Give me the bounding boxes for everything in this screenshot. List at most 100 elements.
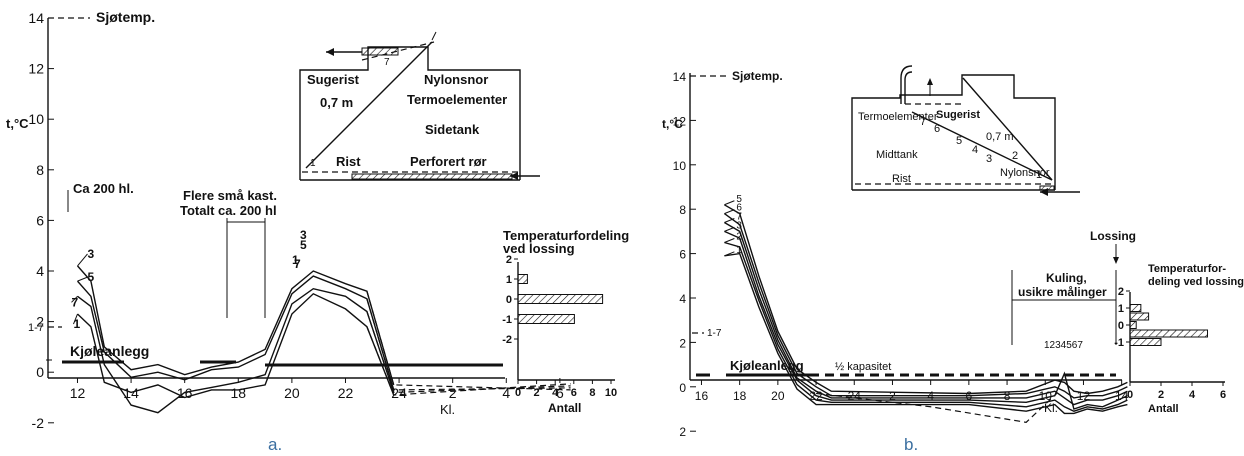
b-ytick-label: 6 bbox=[679, 248, 686, 262]
a-series-line-5 bbox=[76, 275, 395, 391]
panel-b-inset-n4: 4 bbox=[972, 144, 978, 156]
panel-b-suction-pipe-2 bbox=[900, 65, 913, 104]
a-xtick-label: 20 bbox=[284, 385, 300, 401]
panel-b-inset-sugerist: Sugerist bbox=[936, 109, 980, 121]
panel-b-ylabel: t,°C bbox=[662, 117, 683, 131]
b-hist-xtick-label: 0 bbox=[1127, 389, 1133, 401]
panel-a-perforated-pipe bbox=[351, 173, 513, 180]
a-ytick-label: 14 bbox=[28, 10, 44, 26]
panel-b-inset-termoelementer: Termoelementer bbox=[858, 111, 938, 123]
panel-b-inset-nylonsnor: Nylonsnor bbox=[1000, 167, 1050, 179]
panel-b-inset-n6: 6 bbox=[934, 123, 940, 135]
panel-b-inset-n3: 3 bbox=[986, 153, 992, 165]
panel-b-series bbox=[723, 204, 1128, 423]
panel-a-tank-outline bbox=[299, 46, 521, 180]
a-series-end-label-7: 7 bbox=[294, 257, 301, 271]
panel-b-sea-temp-label: Sjøtemp. bbox=[732, 69, 783, 83]
b-xtick-label: 18 bbox=[733, 389, 747, 403]
panel-b-inset-midttank: Midttank bbox=[876, 149, 918, 161]
b-hist-xtick-label: 4 bbox=[1189, 389, 1196, 401]
panel-b-hist-bars bbox=[1129, 304, 1208, 346]
panel-a-inset-sugerist: Sugerist bbox=[307, 72, 360, 87]
a-label-leader bbox=[77, 276, 88, 282]
panel-a-series bbox=[76, 265, 571, 414]
b-series-line-2 bbox=[724, 241, 1128, 412]
panel-a-bottom-marker-label: 1-7 bbox=[28, 322, 44, 334]
b-hist-ytick-label: 0 bbox=[1118, 320, 1124, 332]
a-series-label-3: 3 bbox=[87, 247, 94, 261]
panel-b-hist-x-ticks: 0 2 4 6 bbox=[1127, 382, 1226, 401]
b-label-leader bbox=[724, 251, 735, 257]
b-series-label-3: 3 bbox=[736, 220, 742, 231]
panel-a-inset-nylonsnor: Nylonsnor bbox=[424, 72, 488, 87]
panel-b-y-ticks: 14 12 10 8 6 4 2 0 2 bbox=[673, 70, 696, 439]
b-ytick-label: 2 bbox=[679, 336, 686, 350]
a-xtick-label: 24 bbox=[391, 385, 407, 401]
panel-b-hist-y-ticks: 2 1 0 -1 bbox=[1114, 286, 1130, 349]
panel-a-inset-0-7m: 0,7 m bbox=[320, 95, 353, 110]
panel-b-capacity-label: ½ kapasitet bbox=[835, 361, 891, 373]
b-hist-ytick-label: -1 bbox=[1114, 337, 1124, 349]
b-hist-ytick-label: 1 bbox=[1118, 303, 1124, 315]
panel-a-annotation-ca200: Ca 200 hl. bbox=[73, 181, 134, 196]
b-ytick-label: 2 bbox=[679, 425, 686, 439]
a-series-label-5: 5 bbox=[87, 270, 94, 284]
panel-b-x-ticks: 16 18 20 22 24 2 4 6 8 10 12 14 bbox=[695, 380, 1129, 403]
a-hist-xtick-label: 4 bbox=[552, 387, 559, 399]
b-ytick-label: 14 bbox=[673, 70, 687, 84]
panel-b-annotation-kuling: Kuling, bbox=[1046, 271, 1087, 285]
a-label-leader bbox=[77, 253, 88, 267]
b-hist-bar bbox=[1129, 321, 1137, 329]
panel-b-thermo-line bbox=[911, 111, 1053, 181]
panel-a-suction-line bbox=[361, 41, 435, 61]
panel-b-vent-arrow-icon bbox=[927, 78, 933, 85]
panel-a-ylabel: t,°C bbox=[6, 116, 29, 131]
panel-b-histogram: Temperaturfor- deling ved lossing Antall… bbox=[1114, 263, 1244, 415]
a-xtick-label: 22 bbox=[338, 385, 354, 401]
panel-b-nylon-line bbox=[962, 77, 1053, 181]
panel-b-annotation-numbers: 1234567 bbox=[1044, 340, 1083, 351]
panel-b-inset-rist: Rist bbox=[892, 173, 911, 185]
b-hist-ytick-label: 2 bbox=[1118, 286, 1124, 298]
a-xtick-label: 4 bbox=[502, 385, 510, 401]
panel-b-bottom-marker-label: 1-7 bbox=[707, 328, 722, 339]
b-series-label-1: 1 bbox=[736, 245, 742, 256]
panel-a-hist-xlabel: Antall bbox=[548, 401, 581, 415]
a-series-label-1: 1 bbox=[73, 317, 80, 331]
a-series-line-1 bbox=[77, 292, 395, 399]
b-ytick-label: 8 bbox=[679, 203, 686, 217]
b-ytick-label: 4 bbox=[679, 292, 686, 306]
panel-b-inset-n1: 1 bbox=[1036, 169, 1042, 181]
panel-a-inset: Sugerist Nylonsnor 0,7 m Termoelementer … bbox=[299, 31, 540, 181]
a-ytick-label: 2 bbox=[36, 314, 44, 330]
a-hist-bar bbox=[517, 274, 528, 284]
b-hist-xtick-label: 2 bbox=[1158, 389, 1164, 401]
panel-b-caption: b. bbox=[904, 435, 918, 454]
panel-b-inset-n7: 7 bbox=[920, 116, 926, 128]
panel-b-annotation-lossing: Lossing bbox=[1090, 229, 1136, 243]
a-ytick-label: 8 bbox=[36, 162, 44, 178]
b-xtick-label: 8 bbox=[1004, 389, 1011, 403]
b-ytick-label: 10 bbox=[673, 159, 687, 173]
a-hist-bar bbox=[517, 314, 575, 324]
b-series-label-5: 5 bbox=[736, 194, 742, 205]
panel-a-inset-termoelementer: Termoelementer bbox=[407, 92, 507, 107]
a-hist-bar bbox=[517, 294, 604, 304]
panel-b-inset-n5: 5 bbox=[956, 135, 962, 147]
a-series-tail bbox=[366, 298, 571, 391]
a-hist-xtick-label: 2 bbox=[534, 387, 540, 399]
a-xtick-label: 6 bbox=[556, 385, 564, 401]
b-hist-xtick-label: 6 bbox=[1220, 389, 1226, 401]
b-xtick-label: 20 bbox=[771, 389, 785, 403]
a-hist-ytick-label: 1 bbox=[506, 274, 512, 286]
panel-a-nylon-line bbox=[305, 41, 433, 169]
panel-b-pipe-stub bbox=[1039, 185, 1055, 191]
a-ytick-label: -2 bbox=[32, 415, 45, 431]
b-hist-bar bbox=[1129, 312, 1150, 321]
panel-a-hist-title-2: ved lossing bbox=[503, 241, 575, 256]
a-series-end-label-5: 5 bbox=[300, 238, 307, 252]
panel-b-inset-0-7m: 0,7 m bbox=[986, 131, 1014, 143]
